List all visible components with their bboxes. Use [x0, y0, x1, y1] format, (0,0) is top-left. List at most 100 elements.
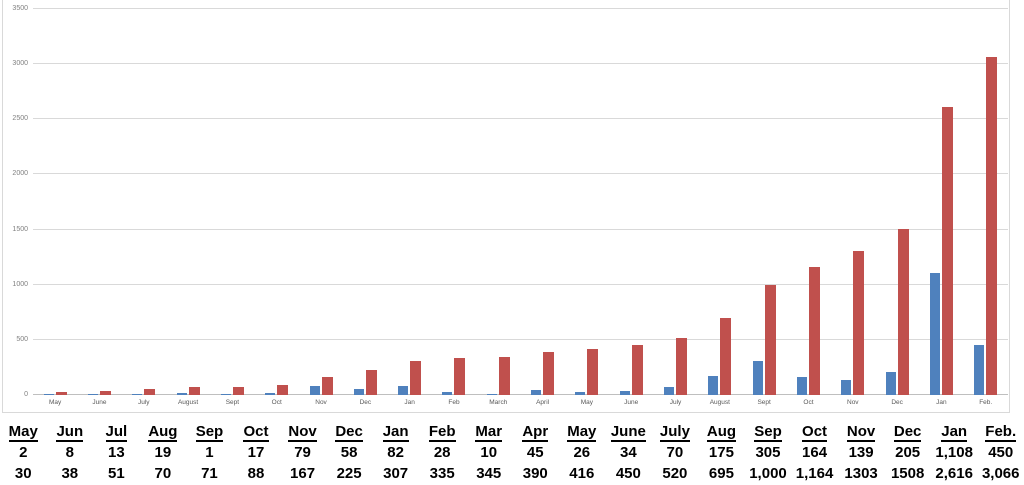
bar-blue-monthly — [619, 391, 630, 395]
table-header-cell: Dec — [335, 423, 363, 442]
table-header-cell: Oct — [243, 423, 269, 442]
table-header-cell: Jan — [941, 423, 968, 442]
table-value-cell: 71 — [201, 465, 218, 482]
bar-group — [77, 9, 121, 395]
table-value-cell: 307 — [383, 465, 409, 482]
bar-group — [919, 9, 963, 395]
x-tick-label: August — [177, 399, 199, 406]
bar-red-cumulative — [277, 385, 289, 395]
x-tick-label: Sept — [757, 399, 771, 406]
table-value-cell: 205 — [895, 444, 921, 461]
table-value-cell: 13 — [108, 444, 125, 461]
bar-group — [166, 9, 210, 395]
table-value-cell: 8 — [65, 444, 74, 461]
y-tick-label: 3000 — [12, 60, 28, 68]
x-tick-label: Dec — [359, 399, 372, 406]
x-tick-label: Nov — [315, 399, 327, 406]
table-value-cell: 1508 — [890, 465, 925, 482]
table-row-monthly: 2 8 13 19 1 17 79 58 82 28 10 45 26 34 70 175 305 164 139 2… — [0, 442, 1024, 463]
y-tick-label: 2500 — [12, 115, 28, 123]
y-tick-label: 0 — [24, 391, 28, 398]
table-value-cell: 82 — [387, 444, 404, 461]
table-header-cell: Apr — [522, 423, 549, 442]
bar-red-cumulative — [764, 284, 776, 395]
grid-line — [33, 173, 1008, 175]
table-value-cell: 17 — [247, 444, 265, 461]
table-value-cell: 335 — [429, 465, 455, 482]
bar-group — [210, 9, 254, 395]
x-tick-label: Oct — [803, 399, 814, 406]
bar-group — [565, 9, 609, 395]
table-header-cell: Jun — [56, 423, 84, 442]
y-tick-label: 1500 — [12, 225, 28, 233]
bar-group — [122, 9, 166, 395]
table-value-cell: 305 — [755, 444, 781, 461]
grid-line — [33, 338, 1008, 340]
table-header-row: May Jun Jul Aug Sep Oct Nov Dec Jan Feb Mar Apr May J… — [0, 421, 1024, 442]
x-tick-label: Dec — [891, 399, 903, 406]
bar-red-cumulative — [941, 106, 953, 395]
table-value-cell: 51 — [108, 465, 125, 482]
bar-blue-monthly — [220, 394, 231, 395]
x-tick-label: July — [138, 399, 150, 406]
bar-blue-monthly — [176, 392, 187, 395]
bar-blue-monthly — [132, 393, 143, 395]
bar-red-cumulative — [99, 390, 111, 395]
bar-red-cumulative — [853, 251, 865, 395]
table-value-cell: 450 — [615, 465, 641, 482]
table-header-cell: Nov — [846, 423, 876, 442]
table-header-cell: Aug — [148, 423, 178, 442]
x-tick-label: May — [580, 399, 594, 406]
table-header-cell: Dec — [893, 423, 922, 442]
table-value-cell: 34 — [620, 444, 637, 461]
table-header-cell: Jul — [105, 423, 128, 442]
table-header-cell: Sep — [754, 423, 782, 442]
table-value-cell: 58 — [340, 444, 358, 461]
bar-red-cumulative — [676, 337, 688, 395]
x-tick-label: Nov — [847, 399, 859, 406]
table-value-cell: 1 — [205, 444, 214, 461]
x-tick-label: June — [624, 399, 639, 406]
table-header-cell: Sep — [195, 423, 224, 442]
x-tick-label: May — [49, 399, 62, 406]
bar-red-cumulative — [808, 266, 820, 395]
y-tick-label: 500 — [16, 335, 28, 343]
bar-blue-monthly — [664, 387, 675, 395]
grid-line — [33, 283, 1008, 285]
table-value-cell: 38 — [61, 465, 79, 482]
bar-red-cumulative — [188, 387, 200, 395]
table-value-cell: 520 — [662, 465, 688, 482]
table-value-cell: 10 — [480, 444, 498, 461]
bar-group — [255, 9, 299, 395]
table-row-cumulative: 30 38 51 70 71 88 167 225 307 335 345 390 416 450 520 6… — [0, 463, 1024, 484]
x-tick-label: Feb. — [979, 399, 993, 406]
table-header-cell: May — [567, 423, 597, 442]
bar-group — [476, 9, 520, 395]
bar-red-cumulative — [498, 356, 510, 395]
bar-red-cumulative — [144, 389, 156, 395]
bar-blue-monthly — [353, 388, 364, 395]
bar-group — [520, 9, 564, 395]
table-value-cell: 167 — [290, 465, 316, 482]
bar-group — [964, 9, 1008, 395]
x-axis-line — [33, 394, 1008, 395]
x-tick-label: Feb — [448, 399, 460, 406]
table-value-cell: 1,000 — [749, 465, 787, 482]
bar-group — [432, 9, 476, 395]
bar-blue-monthly — [486, 393, 497, 395]
x-tick-label: June — [92, 399, 107, 406]
table-value-cell: 70 — [666, 444, 684, 461]
bar-groups — [33, 9, 1008, 395]
x-axis-tick-labels: May June July August Sept Oct Nov Dec Jan Feb Marc… — [33, 398, 1008, 407]
y-tick-label: 3500 — [12, 5, 28, 12]
bar-blue-monthly — [442, 391, 453, 395]
grid-line — [33, 8, 1008, 9]
table-value-cell: 45 — [526, 444, 544, 461]
table-value-cell: 79 — [294, 444, 311, 461]
x-tick-label: April — [536, 399, 550, 406]
bar-group — [388, 9, 432, 395]
bar-red-cumulative — [587, 349, 599, 395]
table-value-cell: 1,108 — [935, 444, 973, 461]
table-value-cell: 88 — [247, 465, 265, 482]
bar-blue-monthly — [265, 393, 276, 395]
